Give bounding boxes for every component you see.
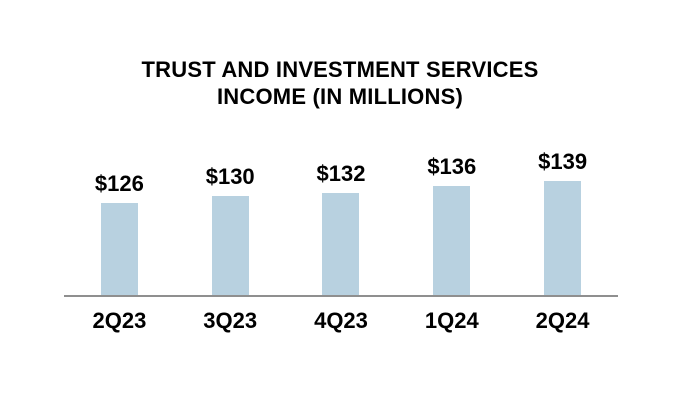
chart-title-line-1: TRUST AND INVESTMENT SERVICES [141,57,539,82]
bar-value-label: $126 [94,171,144,196]
bar [100,203,138,296]
bar [433,186,471,296]
plot-area: $126 $130 $132 $136 $139 [64,146,618,296]
bar-value-label: $136 [427,154,477,179]
x-axis-tick-label: 3Q23 [203,308,258,333]
bar-value-label: $130 [205,164,255,189]
bar-column: $126 [64,146,175,296]
chart-title: TRUST AND INVESTMENT SERVICES INCOME (IN… [0,56,680,110]
x-axis-labels: 2Q23 3Q23 4Q23 1Q24 2Q24 [64,297,618,334]
bar-value-label: $132 [316,161,366,186]
bar-column: $136 [396,146,507,296]
x-axis-tick-label: 1Q24 [424,308,479,333]
x-axis-tick-label: 2Q24 [535,308,590,333]
x-axis-tick-label: 4Q23 [314,308,368,333]
bar-column: $130 [175,146,286,296]
bar-value-label: $139 [538,149,588,174]
bar-column: $139 [507,146,618,296]
bar-column: $132 [286,146,397,296]
x-axis-line [64,295,618,297]
bar [211,196,249,296]
x-axis-tick-label: 2Q23 [92,308,147,333]
chart-title-line-2: INCOME (IN MILLIONS) [217,84,463,109]
bar [322,193,360,296]
bar [544,181,582,296]
